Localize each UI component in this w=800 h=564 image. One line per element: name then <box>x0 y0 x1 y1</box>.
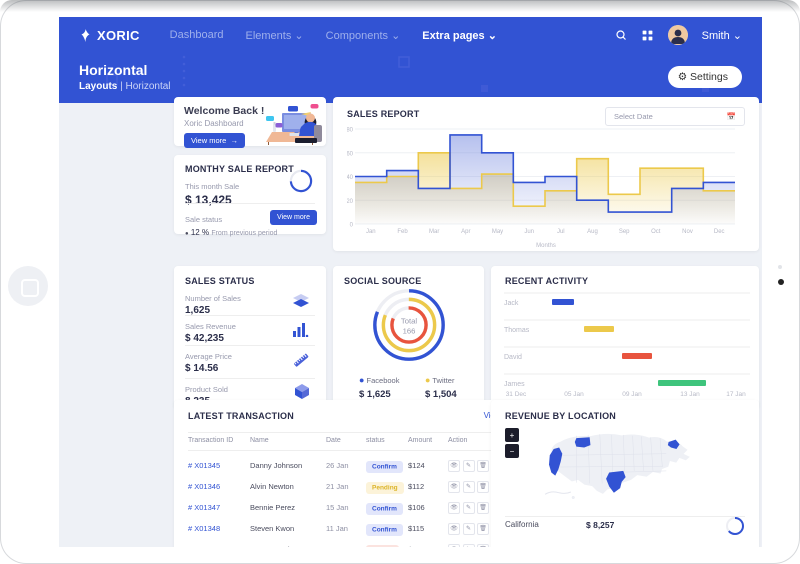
svg-text:Sep: Sep <box>619 229 630 235</box>
svg-text:80: 80 <box>347 128 354 134</box>
svg-text:Thomas: Thomas <box>504 327 530 334</box>
svg-text:09 Jan: 09 Jan <box>622 391 642 398</box>
svg-text:Dec: Dec <box>714 229 725 235</box>
svg-text:Feb: Feb <box>397 229 408 235</box>
svg-text:Jul: Jul <box>557 229 565 235</box>
svg-text:James: James <box>504 381 525 388</box>
svg-text:13 Jan: 13 Jan <box>680 391 700 398</box>
svg-text:Mar: Mar <box>429 229 439 235</box>
svg-text:Aug: Aug <box>587 229 598 235</box>
svg-text:May: May <box>492 229 503 235</box>
svg-text:Jun: Jun <box>524 229 534 235</box>
svg-text:20: 20 <box>347 199 354 205</box>
svg-text:31 Dec: 31 Dec <box>506 391 527 398</box>
svg-text:David: David <box>504 354 522 361</box>
svg-text:05 Jan: 05 Jan <box>564 391 584 398</box>
svg-text:40: 40 <box>347 175 354 181</box>
svg-text:0: 0 <box>350 223 354 229</box>
svg-text:Total: Total <box>401 316 418 325</box>
svg-text:Apr: Apr <box>461 229 470 235</box>
svg-text:166: 166 <box>403 327 416 336</box>
svg-text:Oct: Oct <box>651 229 661 235</box>
svg-text:Jan: Jan <box>366 229 376 235</box>
svg-text:17 Jan: 17 Jan <box>726 391 746 398</box>
svg-text:Jack: Jack <box>504 300 519 307</box>
svg-text:Nov: Nov <box>682 229 693 235</box>
svg-text:60: 60 <box>347 151 354 157</box>
